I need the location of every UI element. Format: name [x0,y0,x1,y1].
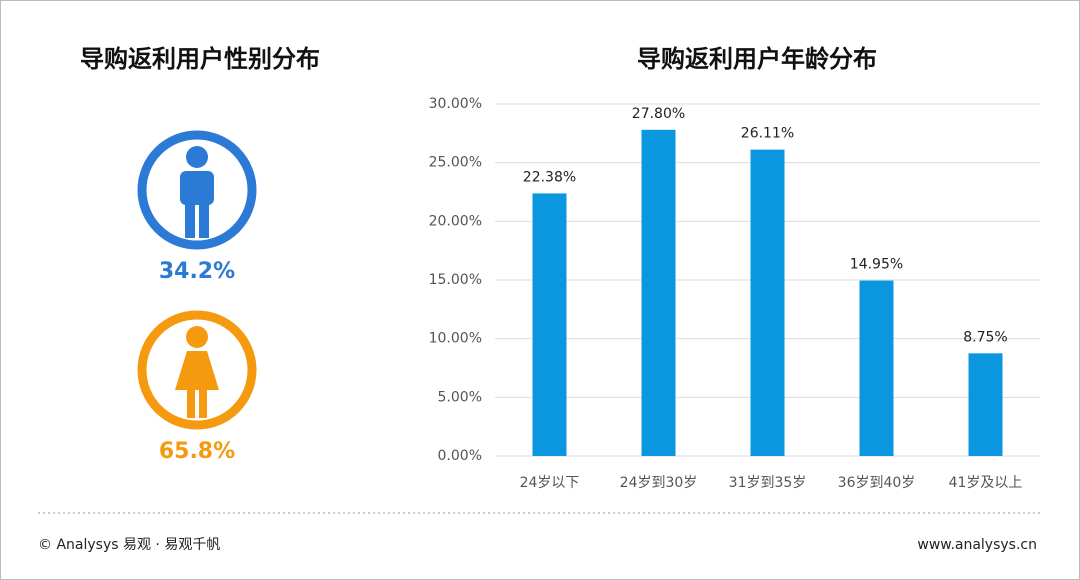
person-icon [137,310,257,430]
value-label: 8.75% [963,329,1007,345]
y-tick-label: 30.00% [429,96,482,112]
y-tick-label: 20.00% [429,213,482,229]
y-tick-label: 5.00% [438,389,482,405]
value-label: 14.95% [850,257,903,273]
value-label: 22.38% [523,169,576,185]
x-tick-label: 41岁及以上 [949,475,1023,491]
icon-head [186,146,208,168]
icon-ring [137,310,257,430]
y-tick-label: 10.00% [429,331,482,347]
bar [532,193,567,456]
icon-leg [185,200,195,238]
value-label: 26.11% [741,126,794,142]
percent-label: 34.2% [159,259,235,284]
icon-body [180,171,214,205]
bar [859,280,894,456]
bar [641,129,676,456]
gender-title: 导购返利用户性别分布 [80,45,320,73]
icon-head [186,326,208,348]
footer-right: www.analysys.cn [917,537,1037,553]
bar [750,149,785,456]
percent-label: 65.8% [159,439,235,464]
x-tick-label: 31岁到35岁 [729,475,807,491]
value-label: 27.80% [632,106,685,122]
x-tick-label: 24岁以下 [520,475,580,491]
x-tick-label: 24岁到30岁 [620,475,698,491]
icon-leg [199,200,209,238]
x-tick-label: 36岁到40岁 [838,475,916,491]
icon-leg [199,388,207,418]
icon-leg [187,388,195,418]
y-tick-label: 25.00% [429,155,482,171]
age-title: 导购返利用户年龄分布 [637,45,877,73]
y-tick-label: 0.00% [438,448,482,464]
icon-dress [175,351,219,390]
footer-left: © Analysys 易观 · 易观千帆 [38,537,220,553]
icon-ring [137,130,257,250]
y-tick-label: 15.00% [429,272,482,288]
person-icon [137,130,257,250]
bar [968,353,1003,456]
